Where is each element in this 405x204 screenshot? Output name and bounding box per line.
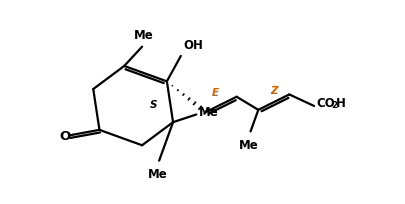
Text: E: E — [211, 88, 218, 98]
Text: Z: Z — [270, 85, 277, 95]
Text: CO: CO — [316, 96, 335, 109]
Text: O: O — [59, 129, 70, 142]
Text: S: S — [150, 100, 158, 110]
Text: Me: Me — [239, 138, 259, 151]
Text: 2: 2 — [331, 100, 337, 109]
Text: H: H — [336, 96, 346, 109]
Text: Me: Me — [148, 167, 167, 180]
Text: Me: Me — [134, 29, 153, 42]
Text: OH: OH — [183, 39, 203, 52]
Text: Me: Me — [198, 105, 218, 118]
